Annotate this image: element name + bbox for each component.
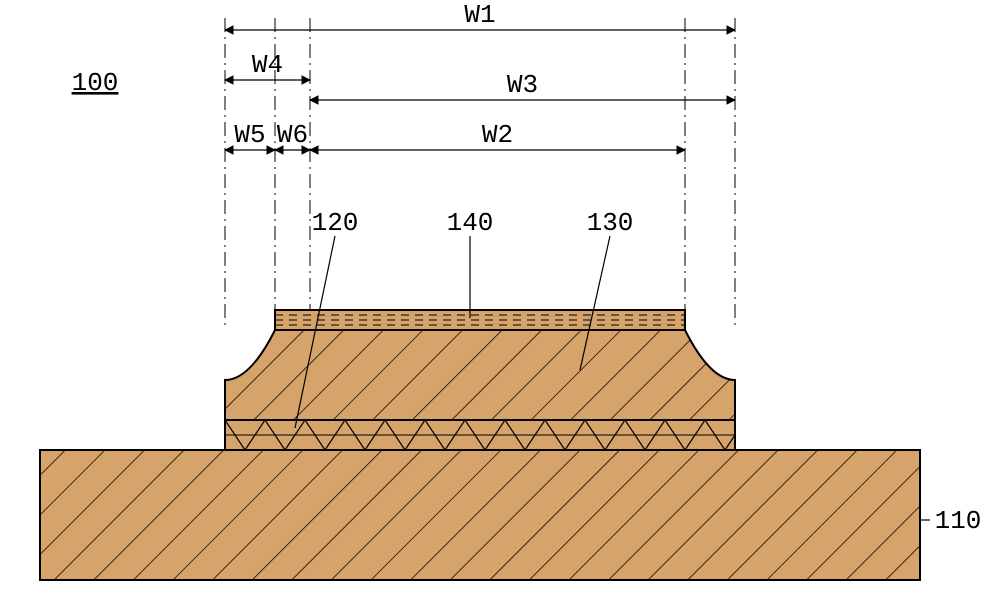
part-label-140: 140 — [447, 208, 494, 238]
part-label-120: 120 — [312, 208, 359, 238]
dimension-label-W1: W1 — [464, 0, 495, 30]
dimension-label-W6: W6 — [277, 120, 308, 150]
part-label-110: 110 — [935, 506, 982, 536]
layer-130 — [220, 325, 740, 425]
substrate-110 — [40, 450, 920, 580]
dimension-label-W2: W2 — [482, 120, 513, 150]
diagram-svg: W1 W4 W3 W5 W6 W2 120 140 130 110 100 — [0, 0, 1000, 612]
dimension-label-W5: W5 — [234, 120, 265, 150]
dimension-label-W3: W3 — [507, 70, 538, 100]
dimension-label-W4: W4 — [252, 50, 283, 80]
part-label-130: 130 — [587, 208, 634, 238]
figure-ref-100: 100 — [72, 68, 119, 98]
